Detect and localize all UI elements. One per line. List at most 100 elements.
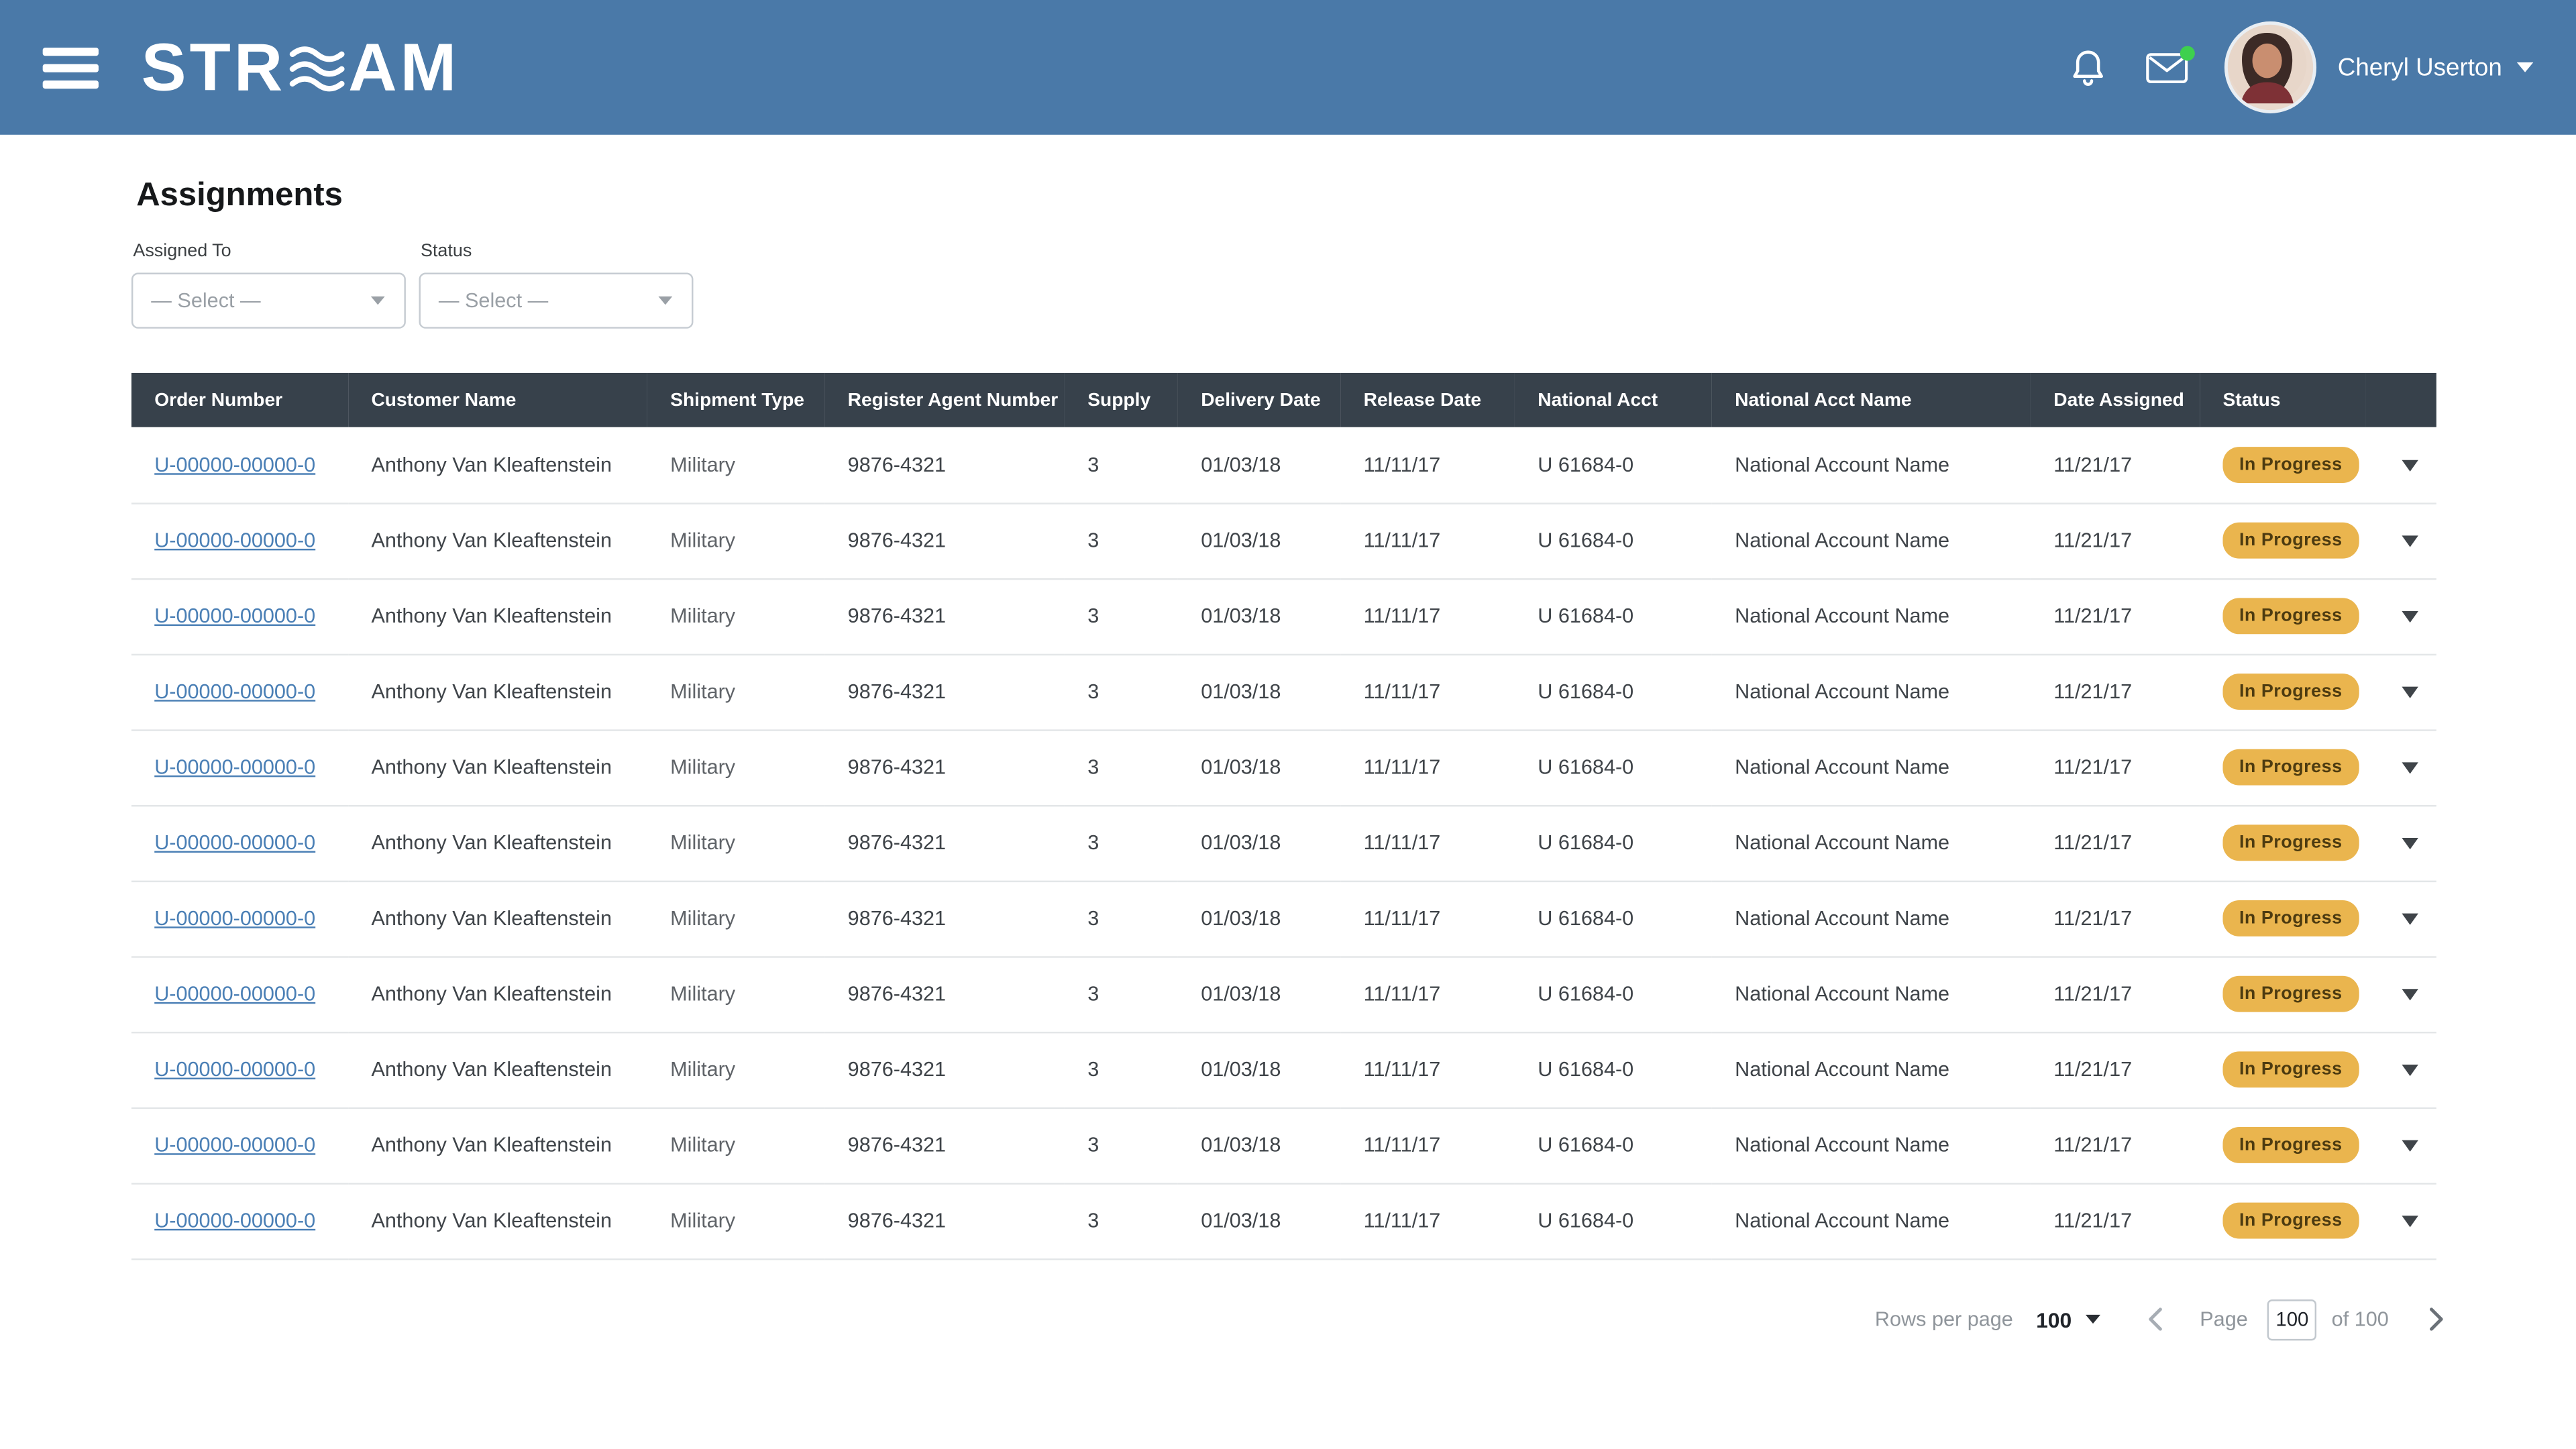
page-of-label: of 100 [2331,1307,2389,1331]
assigned-to-label: Assigned To [133,241,231,262]
order-number-link[interactable]: U-00000-00000-0 [154,1133,316,1157]
cell-national-acct: U 61684-0 [1514,653,1712,731]
cell-shipment-type: Military [647,653,825,731]
caret-down-icon [2401,1064,2418,1077]
cell-release-date: 11/11/17 [1340,653,1515,731]
cell-shipment-type: Military [647,502,825,580]
cell-status: In Progress [2200,427,2366,504]
cell-status: In Progress [2200,1031,2366,1108]
cell-release-date: 11/11/17 [1340,578,1515,655]
assignments-table: Order Number Customer Name Shipment Type Re… [131,372,2436,1260]
column-header-actions [2365,372,2436,427]
row-expand-button[interactable] [2365,502,2436,580]
logo-wave-icon [289,46,345,92]
notifications-button[interactable] [2070,48,2106,87]
cell-shipment-type: Military [647,578,825,655]
order-number-link[interactable]: U-00000-00000-0 [154,604,316,628]
row-expand-button[interactable] [2365,805,2436,881]
row-expand-button[interactable] [2365,729,2436,806]
cell-national-acct: U 61684-0 [1514,578,1712,655]
page-prev-button[interactable] [2147,1306,2163,1332]
order-number-link[interactable]: U-00000-00000-0 [154,906,316,930]
table-row: U-00000-00000-0 Anthony Van Kleaftenstein… [131,1183,2436,1260]
cell-supply: 3 [1064,653,1178,731]
page-next-button[interactable] [2428,1306,2445,1332]
cell-customer-name: Anthony Van Kleaftenstein [348,427,647,504]
cell-date-assigned: 11/21/17 [2030,578,2200,655]
status-selected-value: — Select — [438,289,549,313]
order-number-link[interactable]: U-00000-00000-0 [154,453,316,476]
page-input[interactable] [2267,1298,2317,1340]
status-badge: In Progress [2222,598,2359,635]
order-number-link[interactable]: U-00000-00000-0 [154,831,316,855]
order-number-link[interactable]: U-00000-00000-0 [154,529,316,552]
cell-national-acct: U 61684-0 [1514,729,1712,806]
status-badge: In Progress [2222,1202,2359,1239]
cell-shipment-type: Military [647,1107,825,1184]
user-menu-caret-icon [2516,62,2534,72]
order-number-link[interactable]: U-00000-00000-0 [154,1209,316,1232]
cell-register-agent-number: 9876-4321 [824,1031,1065,1108]
column-header: National Acct [1514,372,1712,427]
row-expand-button[interactable] [2365,578,2436,655]
cell-national-acct-name: National Account Name [1711,502,2031,580]
status-badge: In Progress [2222,522,2359,559]
cell-date-assigned: 11/21/17 [2030,805,2200,881]
cell-delivery-date: 01/03/18 [1177,1107,1341,1184]
cell-national-acct: U 61684-0 [1514,1107,1712,1184]
page-label: Page [2200,1307,2248,1331]
cell-national-acct-name: National Account Name [1711,578,2031,655]
cell-delivery-date: 01/03/18 [1177,653,1341,731]
table-row: U-00000-00000-0 Anthony Van Kleaftenstein… [131,880,2436,957]
order-number-link[interactable]: U-00000-00000-0 [154,755,316,779]
status-label: Status [420,241,472,262]
column-header: Register Agent Number [824,372,1065,427]
unread-indicator-dot [2180,45,2195,60]
cell-shipment-type: Military [647,1183,825,1260]
cell-customer-name: Anthony Van Kleaftenstein [348,729,647,806]
row-expand-button[interactable] [2365,427,2436,504]
cell-order-number: U-00000-00000-0 [131,1031,349,1108]
table-header-row: Order Number Customer Name Shipment Type Re… [131,372,2436,427]
order-number-link[interactable]: U-00000-00000-0 [154,1058,316,1081]
order-number-link[interactable]: U-00000-00000-0 [154,680,316,704]
cell-register-agent-number: 9876-4321 [824,427,1065,504]
status-badge: In Progress [2222,900,2359,936]
hamburger-menu-button[interactable] [42,46,99,89]
messages-button[interactable] [2145,45,2195,83]
assigned-to-select[interactable]: — Select — [131,272,406,329]
cell-customer-name: Anthony Van Kleaftenstein [348,502,647,580]
rows-per-page-select[interactable]: 100 [2036,1307,2101,1332]
cell-register-agent-number: 9876-4321 [824,729,1065,806]
cell-date-assigned: 11/21/17 [2030,427,2200,504]
column-header: National Acct Name [1711,372,2031,427]
cell-date-assigned: 11/21/17 [2030,729,2200,806]
cell-register-agent-number: 9876-4321 [824,578,1065,655]
cell-customer-name: Anthony Van Kleaftenstein [348,805,647,881]
cell-supply: 3 [1064,880,1178,957]
status-select[interactable]: — Select — [419,272,694,329]
cell-customer-name: Anthony Van Kleaftenstein [348,578,647,655]
logo: STR AM [142,29,460,106]
cell-shipment-type: Military [647,956,825,1033]
cell-register-agent-number: 9876-4321 [824,1183,1065,1260]
row-expand-button[interactable] [2365,1107,2436,1184]
cell-supply: 3 [1064,502,1178,580]
cell-date-assigned: 11/21/17 [2030,956,2200,1033]
cell-customer-name: Anthony Van Kleaftenstein [348,956,647,1033]
row-expand-button[interactable] [2365,880,2436,957]
avatar[interactable] [2224,21,2316,113]
table-row: U-00000-00000-0 Anthony Van Kleaftenstein… [131,427,2436,504]
cell-shipment-type: Military [647,1031,825,1108]
top-bar-actions: Cheryl Userton [2070,21,2534,113]
row-expand-button[interactable] [2365,1183,2436,1260]
cell-supply: 3 [1064,1183,1178,1260]
cell-delivery-date: 01/03/18 [1177,956,1341,1033]
order-number-link[interactable]: U-00000-00000-0 [154,982,316,1006]
user-name[interactable]: Cheryl Userton [2337,53,2502,82]
row-expand-button[interactable] [2365,653,2436,731]
row-expand-button[interactable] [2365,1031,2436,1108]
row-expand-button[interactable] [2365,956,2436,1033]
cell-national-acct-name: National Account Name [1711,1183,2031,1260]
user-menu[interactable]: Cheryl Userton [2224,21,2534,113]
